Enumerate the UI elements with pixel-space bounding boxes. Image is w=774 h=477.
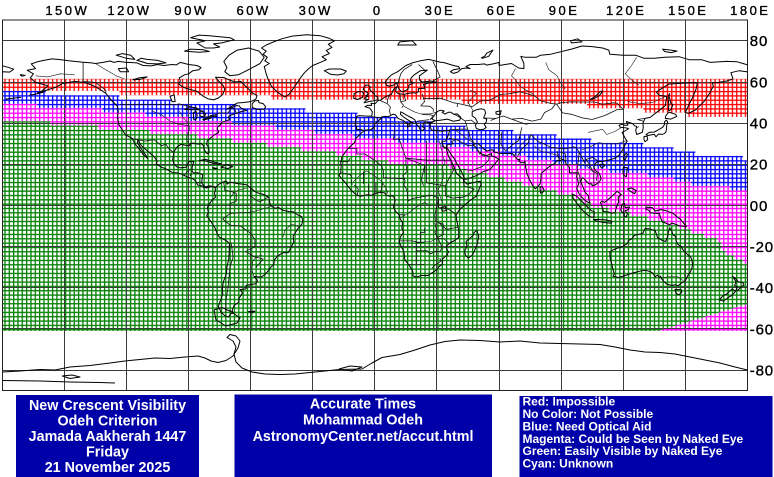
svg-text:AstronomyCenter.net/accut.html: AstronomyCenter.net/accut.html — [253, 429, 474, 445]
svg-text:20: 20 — [750, 157, 768, 174]
svg-text:80: 80 — [750, 33, 768, 50]
svg-text:30W: 30W — [299, 3, 333, 18]
svg-text:No Color: Not Possible: No Color: Not Possible — [523, 407, 654, 421]
svg-text:180E: 180E — [730, 3, 770, 18]
svg-text:90E: 90E — [549, 3, 580, 18]
svg-text:21 November 2025: 21 November 2025 — [45, 460, 171, 476]
svg-text:-20: -20 — [750, 239, 774, 256]
svg-text:00: 00 — [750, 198, 768, 215]
svg-text:0: 0 — [373, 3, 383, 18]
svg-text:Cyan: Unknown: Cyan: Unknown — [523, 457, 614, 471]
svg-text:150E: 150E — [668, 3, 708, 18]
svg-text:Red: Impossible: Red: Impossible — [523, 394, 616, 408]
svg-text:Jamada Aakherah 1447: Jamada Aakherah 1447 — [29, 429, 187, 445]
svg-text:40: 40 — [750, 116, 768, 133]
svg-text:120E: 120E — [606, 3, 646, 18]
svg-text:120W: 120W — [107, 3, 151, 18]
svg-text:60: 60 — [750, 74, 768, 91]
svg-text:Mohammad Odeh: Mohammad Odeh — [303, 413, 423, 429]
svg-text:90W: 90W — [174, 3, 208, 18]
svg-text:-60: -60 — [750, 321, 774, 338]
svg-text:Accurate Times: Accurate Times — [310, 396, 416, 412]
svg-text:30E: 30E — [425, 3, 456, 18]
svg-text:Magenta: Could be Seen by Nake: Magenta: Could be Seen by Naked Eye — [523, 432, 744, 446]
svg-text:60E: 60E — [487, 3, 518, 18]
svg-text:Friday: Friday — [86, 445, 129, 461]
svg-text:Odeh Criterion: Odeh Criterion — [57, 414, 157, 430]
svg-text:-40: -40 — [750, 280, 774, 297]
svg-text:Blue: Need Optical Aid: Blue: Need Optical Aid — [523, 419, 652, 433]
svg-text:New Crescent Visibility: New Crescent Visibility — [29, 398, 186, 414]
svg-text:-80: -80 — [750, 363, 774, 380]
svg-text:60W: 60W — [236, 3, 270, 18]
svg-text:150W: 150W — [45, 3, 89, 18]
svg-text:Green: Easily Visible by Naked: Green: Easily Visible by Naked Eye — [523, 444, 723, 458]
